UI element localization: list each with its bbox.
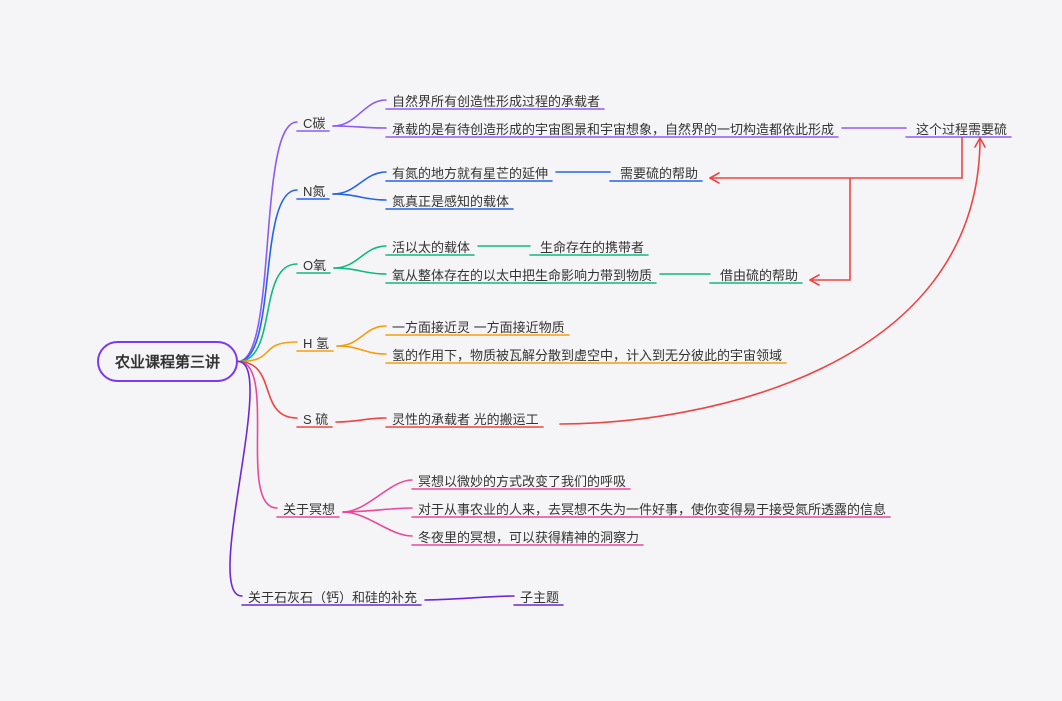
- leaf-o-0: 活以太的载体: [392, 237, 470, 256]
- branch-ca: 关于石灰石（钙）和硅的补充: [248, 587, 417, 606]
- branch-h: H 氢: [303, 333, 329, 352]
- root-node: 农业课程第三讲: [97, 341, 238, 382]
- branch-c: C碳: [303, 113, 325, 132]
- leaf-m-0: 冥想以微妙的方式改变了我们的呼吸: [418, 471, 626, 490]
- mindmap-canvas: 农业课程第三讲 C碳 自然界所有创造性形成过程的承载者承载的是有待创造形成的宇宙图景…: [0, 0, 1062, 701]
- branch-s: S 硫: [303, 409, 328, 428]
- leaf-o-1-0: 借由硫的帮助: [720, 265, 798, 284]
- leaf-c-1-0: 这个过程需要硫: [916, 119, 1007, 138]
- leaf-n-0-0: 需要硫的帮助: [620, 163, 698, 182]
- leaf-ca-0: 子主题: [520, 587, 559, 606]
- branch-m: 关于冥想: [283, 499, 335, 518]
- leaf-o-0-0: 生命存在的携带者: [540, 237, 644, 256]
- branch-o: O氧: [303, 255, 326, 274]
- leaf-h-1: 氢的作用下，物质被瓦解分散到虚空中，计入到无分彼此的宇宙领域: [392, 345, 782, 364]
- leaf-s-0: 灵性的承载者 光的搬运工: [392, 409, 539, 428]
- branch-n: N氮: [303, 181, 325, 200]
- leaf-m-2: 冬夜里的冥想，可以获得精神的洞察力: [418, 527, 639, 546]
- leaf-c-0: 自然界所有创造性形成过程的承载者: [392, 91, 600, 110]
- leaf-m-1: 对于从事农业的人来，去冥想不失为一件好事，使你变得易于接受氮所透露的信息: [418, 499, 886, 518]
- leaf-n-1: 氮真正是感知的载体: [392, 191, 509, 210]
- leaf-n-0: 有氮的地方就有星芒的延伸: [392, 163, 548, 182]
- leaf-o-1: 氧从整体存在的以太中把生命影响力带到物质: [392, 265, 652, 284]
- leaf-c-1: 承载的是有待创造形成的宇宙图景和宇宙想象，自然界的一切构造都依此形成: [392, 119, 834, 138]
- leaf-h-0: 一方面接近灵 一方面接近物质: [392, 317, 565, 336]
